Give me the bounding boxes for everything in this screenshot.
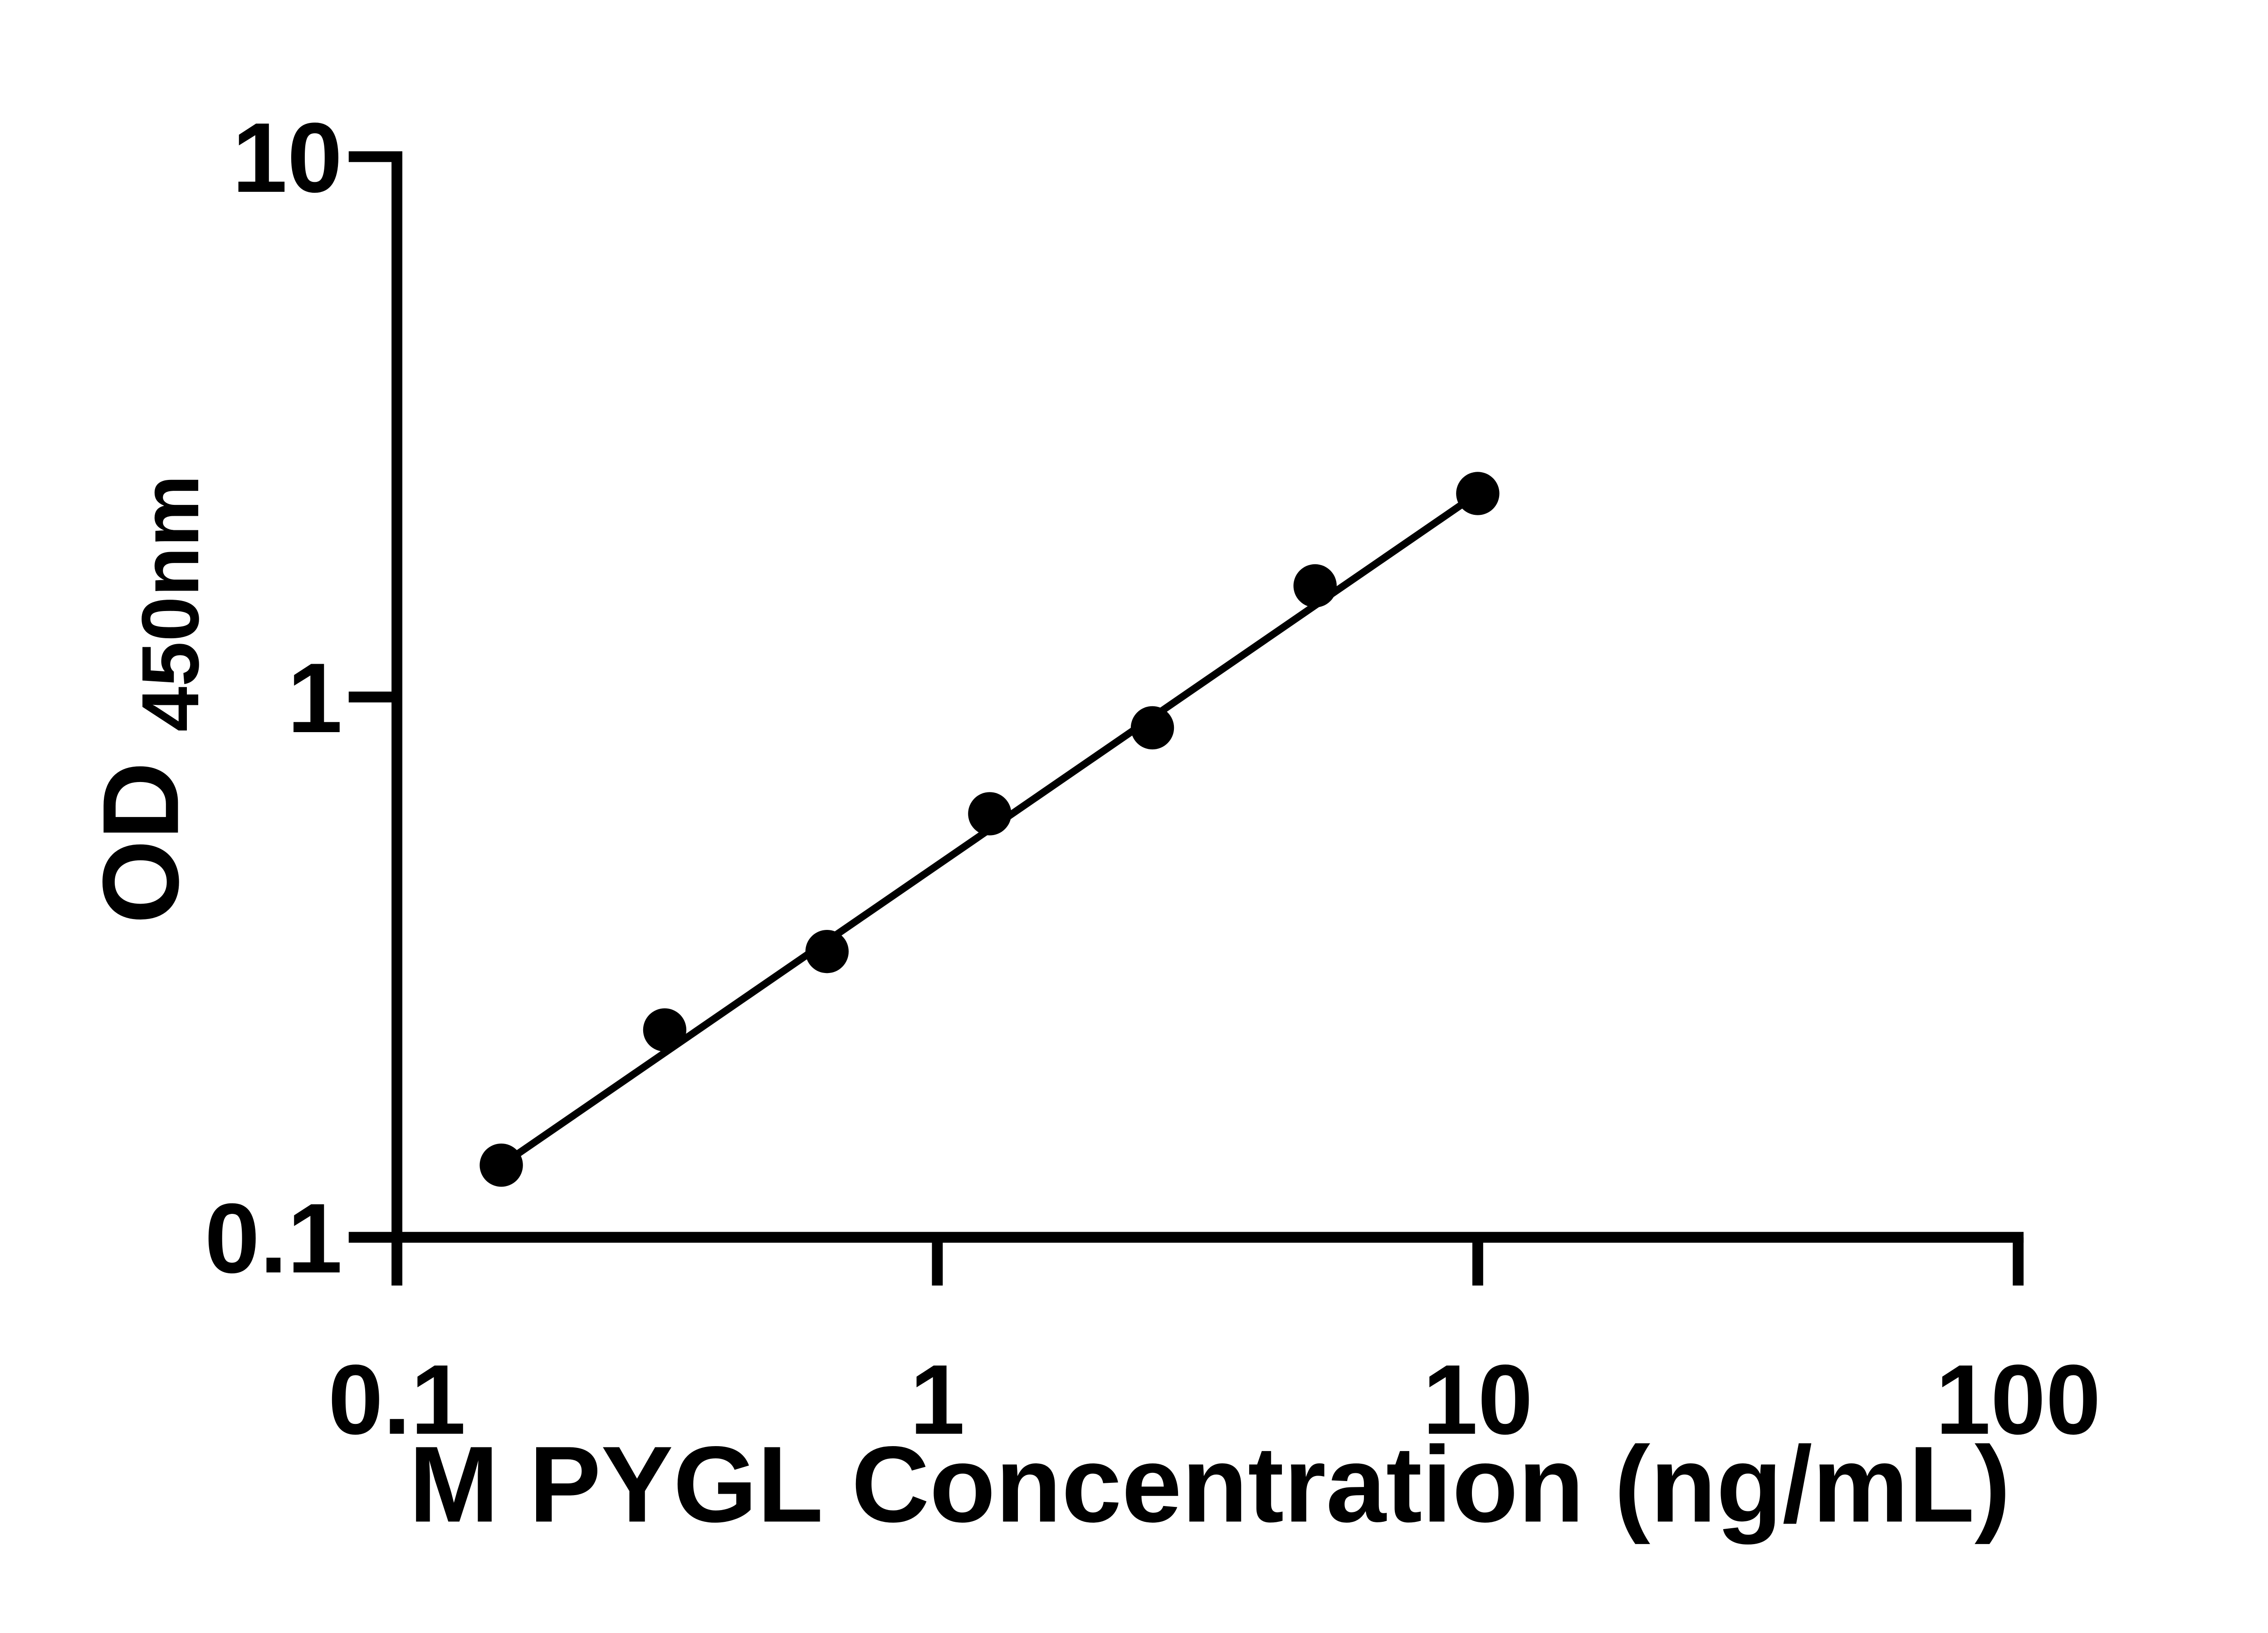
y-tick-label: 0.1 xyxy=(205,1183,342,1294)
x-tick-label: 10 xyxy=(1422,1345,1533,1455)
plot-layer: 0.1 1 10 100 0.1 1 10 xyxy=(205,103,2101,1455)
data-point xyxy=(479,1143,523,1187)
data-point xyxy=(1456,472,1500,515)
x-tick-label: 1 xyxy=(910,1345,965,1455)
data-point xyxy=(643,1008,687,1052)
data-point xyxy=(805,929,849,973)
y-tick-label: 10 xyxy=(232,103,342,213)
x-axis-title: M PYGL Concentration (ng/mL) xyxy=(409,1423,2010,1545)
data-point xyxy=(1130,706,1174,750)
y-axis-title: OD 450nm xyxy=(80,475,215,924)
y-axis-title-main: OD xyxy=(80,762,201,924)
data-point xyxy=(1293,564,1337,608)
y-axis-title-subscript: 450nm xyxy=(125,475,215,732)
x-tick-label: 100 xyxy=(1936,1345,2101,1455)
data-point xyxy=(968,792,1012,836)
x-tick-label: 0.1 xyxy=(328,1345,466,1455)
y-tick-label: 1 xyxy=(287,643,342,753)
